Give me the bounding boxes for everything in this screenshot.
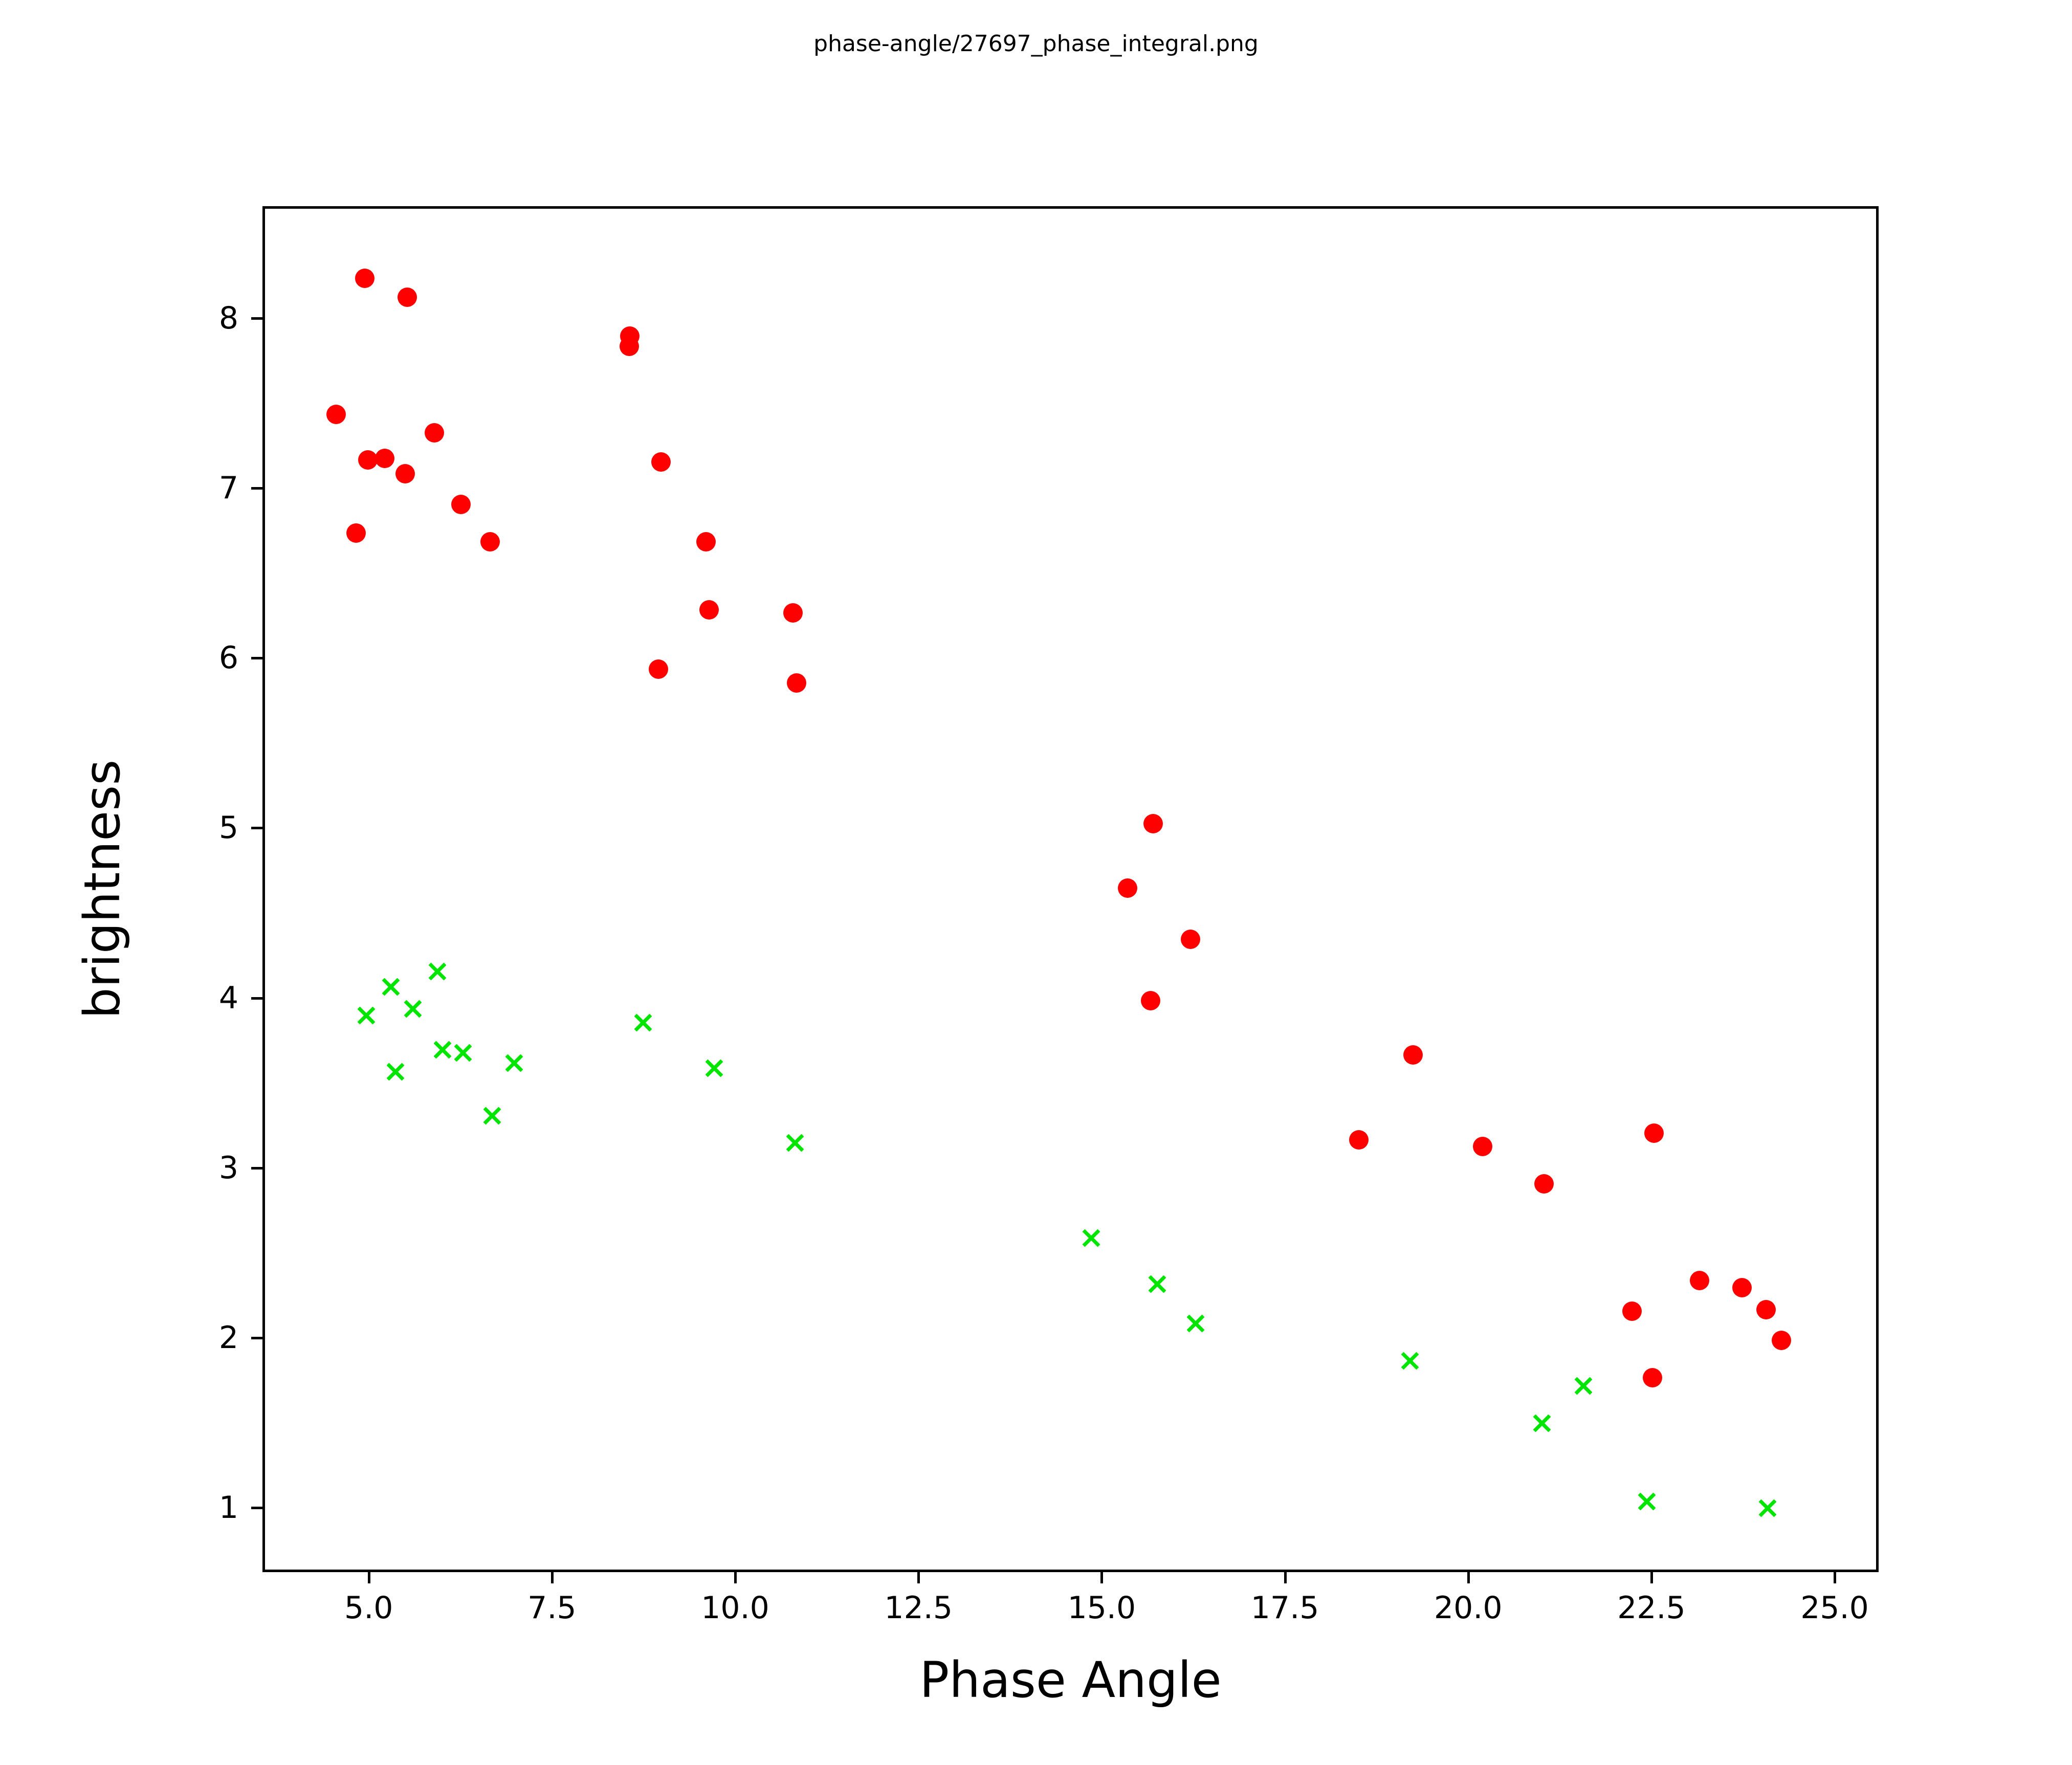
x-tick-label: 25.0 <box>1800 1590 1869 1626</box>
data-point-green-crosses <box>404 1000 422 1018</box>
data-point-green-crosses <box>1082 1229 1100 1247</box>
data-point-red-circles <box>783 603 803 623</box>
y-tick-label: 7 <box>218 470 238 506</box>
x-tick-label: 17.5 <box>1250 1590 1319 1626</box>
data-point-red-circles <box>651 452 671 472</box>
data-point-red-circles <box>395 464 415 484</box>
data-point-red-circles <box>1349 1130 1369 1150</box>
data-point-red-circles <box>480 532 500 551</box>
data-point-green-crosses <box>1401 1352 1419 1370</box>
y-tick-label: 1 <box>218 1489 238 1526</box>
y-tick-label: 5 <box>218 810 238 846</box>
data-point-red-circles <box>1403 1045 1423 1065</box>
data-point-red-circles <box>1644 1123 1664 1143</box>
data-point-red-circles <box>1118 878 1138 898</box>
y-tick-mark <box>251 997 262 1000</box>
data-point-green-crosses <box>433 1041 452 1059</box>
data-point-red-circles <box>1772 1330 1792 1350</box>
y-axis-label: brightness <box>74 759 131 1019</box>
plot-data-area <box>265 209 1876 1570</box>
data-point-green-crosses <box>1186 1314 1205 1332</box>
data-point-green-crosses <box>382 978 400 996</box>
data-point-green-crosses <box>1758 1499 1777 1517</box>
data-point-red-circles <box>358 450 378 470</box>
x-tick-mark <box>1100 1572 1104 1583</box>
y-tick-mark <box>251 1506 262 1509</box>
data-point-red-circles <box>1143 814 1163 834</box>
data-point-green-crosses <box>428 962 447 981</box>
x-tick-mark <box>550 1572 554 1583</box>
data-point-red-circles <box>1472 1137 1492 1157</box>
y-tick-mark <box>251 1166 262 1170</box>
data-point-red-circles <box>1622 1301 1642 1321</box>
data-point-red-circles <box>1756 1299 1776 1319</box>
x-tick-mark <box>917 1572 920 1583</box>
data-point-green-crosses <box>454 1044 472 1062</box>
x-tick-label: 10.0 <box>701 1590 769 1626</box>
data-point-green-crosses <box>1533 1414 1551 1432</box>
y-tick-mark <box>251 1336 262 1339</box>
x-tick-mark <box>1467 1572 1470 1583</box>
data-point-red-circles <box>1534 1174 1554 1194</box>
data-point-red-circles <box>1643 1367 1662 1387</box>
data-point-red-circles <box>1689 1271 1709 1291</box>
data-point-green-crosses <box>786 1134 804 1152</box>
y-tick-label: 6 <box>218 640 238 676</box>
x-tick-label: 15.0 <box>1067 1590 1136 1626</box>
data-point-green-crosses <box>705 1059 723 1077</box>
data-point-green-crosses <box>357 1006 376 1025</box>
y-tick-mark <box>251 317 262 320</box>
x-tick-mark <box>1650 1572 1653 1583</box>
data-point-red-circles <box>451 494 471 514</box>
data-point-green-crosses <box>1574 1377 1593 1395</box>
data-point-red-circles <box>355 269 374 289</box>
data-point-green-crosses <box>505 1054 523 1072</box>
figure-title: phase-angle/27697_phase_integral.png <box>813 31 1259 57</box>
y-tick-label: 3 <box>218 1150 238 1186</box>
data-point-red-circles <box>374 449 394 469</box>
data-point-red-circles <box>620 336 640 356</box>
x-tick-mark <box>734 1572 737 1583</box>
data-point-red-circles <box>649 659 669 679</box>
data-point-red-circles <box>346 523 366 543</box>
data-point-red-circles <box>397 287 417 307</box>
x-tick-mark <box>1284 1572 1287 1583</box>
data-point-green-crosses <box>386 1063 405 1081</box>
y-tick-mark <box>251 827 262 830</box>
data-point-red-circles <box>786 673 806 693</box>
data-point-red-circles <box>424 423 444 443</box>
data-point-red-circles <box>1140 990 1160 1010</box>
y-tick-mark <box>251 657 262 660</box>
x-tick-label: 20.0 <box>1434 1590 1503 1626</box>
x-tick-label: 22.5 <box>1617 1590 1686 1626</box>
x-tick-mark <box>1834 1572 1837 1583</box>
data-point-green-crosses <box>634 1013 652 1032</box>
x-tick-mark <box>367 1572 370 1583</box>
plot-axes-frame <box>262 206 1879 1572</box>
y-tick-label: 2 <box>218 1319 238 1356</box>
x-tick-label: 12.5 <box>884 1590 953 1626</box>
data-point-green-crosses <box>1638 1492 1656 1511</box>
data-point-red-circles <box>326 404 346 424</box>
data-point-red-circles <box>696 532 716 551</box>
data-point-red-circles <box>699 600 719 620</box>
data-point-green-crosses <box>1148 1275 1166 1293</box>
data-point-red-circles <box>1732 1277 1752 1297</box>
y-tick-label: 4 <box>218 980 238 1016</box>
y-tick-mark <box>251 487 262 490</box>
data-point-red-circles <box>1181 929 1201 949</box>
y-tick-label: 8 <box>218 300 238 337</box>
data-point-green-crosses <box>483 1107 501 1125</box>
x-tick-label: 5.0 <box>344 1590 393 1626</box>
x-axis-label: Phase Angle <box>919 1651 1222 1709</box>
x-tick-label: 7.5 <box>527 1590 577 1626</box>
